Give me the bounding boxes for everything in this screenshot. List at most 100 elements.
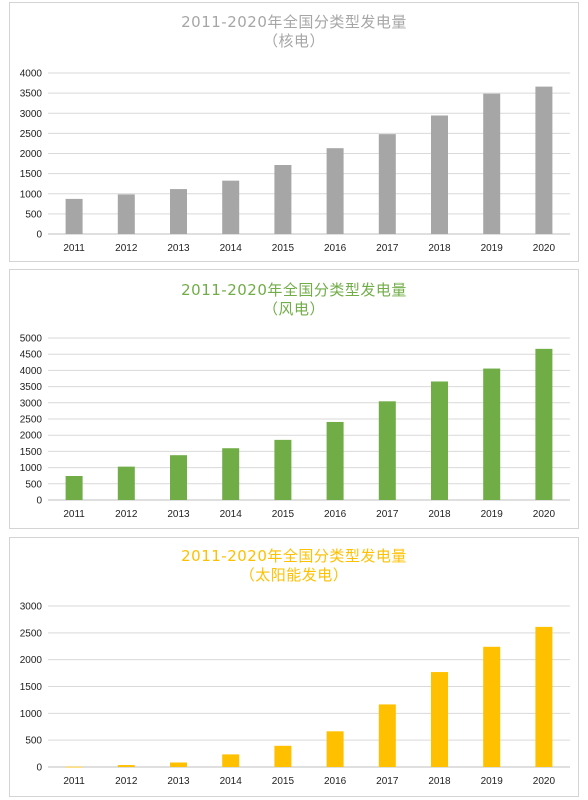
x-tick-label: 2020 <box>533 243 556 254</box>
x-tick-label: 2012 <box>115 243 138 254</box>
nuclear-chart-panel: 2011-2020年全国分类型发电量 （核电） 0 500 1000 1500 2000… <box>9 2 579 262</box>
x-tick-label: 2019 <box>481 776 504 787</box>
bar-2018 <box>431 115 448 234</box>
x-tick-label: 2016 <box>324 509 347 520</box>
solar-bar-chart: 0 500 1000 1500 2000 2500 3000 2011 2012 2013 2014… <box>20 602 570 787</box>
bar-2011 <box>65 475 83 500</box>
x-tick-label: 2018 <box>428 776 451 787</box>
chart-title-main: 2011-2020年全国分类型发电量 <box>181 13 407 31</box>
bar-2012 <box>117 765 135 767</box>
y-tick-label: 3000 <box>20 398 43 409</box>
bar-2012 <box>117 466 135 500</box>
bar-2015 <box>274 745 292 767</box>
y-tick-label: 2000 <box>20 149 43 160</box>
x-tick-label: 2020 <box>533 509 556 520</box>
wind-chart-panel: 2011-2020年全国分类型发电量 （风电） 0 500 1000 1500 2000… <box>9 269 579 529</box>
x-tick-label: 2017 <box>376 509 399 520</box>
bar-2014 <box>222 754 240 767</box>
y-tick-label: 2500 <box>20 415 43 426</box>
bar-2018 <box>431 672 448 767</box>
x-tick-label: 2015 <box>272 776 295 787</box>
y-tick-label: 1500 <box>20 169 43 180</box>
y-tick-label: 2000 <box>20 655 43 666</box>
x-tick-label: 2013 <box>167 776 190 787</box>
bar-2018 <box>431 381 448 500</box>
y-tick-label: 1000 <box>20 463 43 474</box>
solar-chart-panel: 2011-2020年全国分类型发电量 （太阳能发电） 0 500 1000 1500 2… <box>9 537 579 797</box>
x-tick-label: 2019 <box>481 509 504 520</box>
y-tick-label: 0 <box>36 230 42 241</box>
x-tick-label: 2012 <box>115 509 138 520</box>
chart-title: 2011-2020年全国分类型发电量 （风电） <box>10 281 578 319</box>
x-tick-label: 2013 <box>167 243 190 254</box>
chart-title: 2011-2020年全国分类型发电量 （核电） <box>10 13 578 51</box>
x-tick-label: 2013 <box>167 509 190 520</box>
x-tick-label: 2015 <box>272 509 295 520</box>
chart-title-main: 2011-2020年全国分类型发电量 <box>181 281 407 299</box>
nuclear-bar-chart: 0 500 1000 1500 2000 2500 3000 3500 4000 2011 2012… <box>20 69 570 254</box>
bar-2016 <box>326 421 344 500</box>
bar-2014 <box>222 180 240 234</box>
bar-2020 <box>535 626 553 767</box>
y-tick-label: 0 <box>36 496 42 507</box>
bar-2012 <box>117 194 135 234</box>
chart-title: 2011-2020年全国分类型发电量 （太阳能发电） <box>10 547 578 585</box>
x-tick-label: 2014 <box>220 243 243 254</box>
y-tick-label: 1000 <box>20 709 43 720</box>
x-tick-label: 2011 <box>63 509 85 520</box>
chart-subtitle: （风电） <box>262 300 325 318</box>
x-tick-label: 2011 <box>63 776 85 787</box>
x-tick-label: 2017 <box>376 243 399 254</box>
y-tick-label: 0 <box>36 763 42 774</box>
y-tick-label: 4000 <box>20 69 43 80</box>
bar-2017 <box>378 134 396 234</box>
y-tick-label: 3000 <box>20 602 43 613</box>
x-tick-label: 2018 <box>428 243 451 254</box>
bar-2019 <box>483 368 501 500</box>
bar-2014 <box>222 448 240 500</box>
y-tick-label: 2000 <box>20 431 43 442</box>
chart-title-main: 2011-2020年全国分类型发电量 <box>181 547 407 565</box>
wind-bar-chart: 0 500 1000 1500 2000 2500 3000 3500 4000 4500 5000… <box>20 334 570 520</box>
bar-2019 <box>483 93 501 234</box>
y-tick-label: 4000 <box>20 366 43 377</box>
y-tick-label: 4500 <box>20 350 43 361</box>
bar-2020 <box>535 348 553 500</box>
x-tick-label: 2012 <box>115 776 138 787</box>
bar-2013 <box>170 762 187 767</box>
y-tick-label: 500 <box>25 479 42 490</box>
y-tick-label: 1500 <box>20 682 43 693</box>
bar-2015 <box>274 165 292 234</box>
x-tick-label: 2020 <box>533 776 556 787</box>
bar-2020 <box>535 86 553 235</box>
chart-subtitle: （太阳能发电） <box>239 566 349 584</box>
bar-2015 <box>274 439 292 500</box>
x-tick-label: 2014 <box>220 509 243 520</box>
x-tick-label: 2015 <box>272 243 295 254</box>
bar-2011 <box>65 766 83 768</box>
y-tick-label: 1000 <box>20 189 43 200</box>
bar-2013 <box>170 455 187 500</box>
x-tick-label: 2017 <box>376 776 399 787</box>
y-tick-label: 500 <box>25 736 42 747</box>
x-tick-label: 2018 <box>428 509 451 520</box>
bar-2017 <box>378 704 396 767</box>
chart-subtitle: （核电） <box>262 32 325 50</box>
bar-2016 <box>326 731 344 767</box>
y-tick-label: 2500 <box>20 628 43 639</box>
bar-2016 <box>326 148 344 234</box>
y-tick-label: 3500 <box>20 89 43 100</box>
x-tick-label: 2019 <box>481 243 504 254</box>
bar-2017 <box>378 401 396 500</box>
bar-2019 <box>483 646 501 767</box>
y-tick-label: 5000 <box>20 334 43 345</box>
x-tick-label: 2011 <box>63 243 85 254</box>
x-tick-label: 2016 <box>324 776 347 787</box>
bar-2011 <box>65 198 83 234</box>
x-tick-label: 2016 <box>324 243 347 254</box>
y-tick-label: 500 <box>25 209 42 220</box>
y-tick-label: 3500 <box>20 382 43 393</box>
y-tick-label: 2500 <box>20 129 43 140</box>
x-tick-label: 2014 <box>220 776 243 787</box>
y-tick-label: 1500 <box>20 447 43 458</box>
